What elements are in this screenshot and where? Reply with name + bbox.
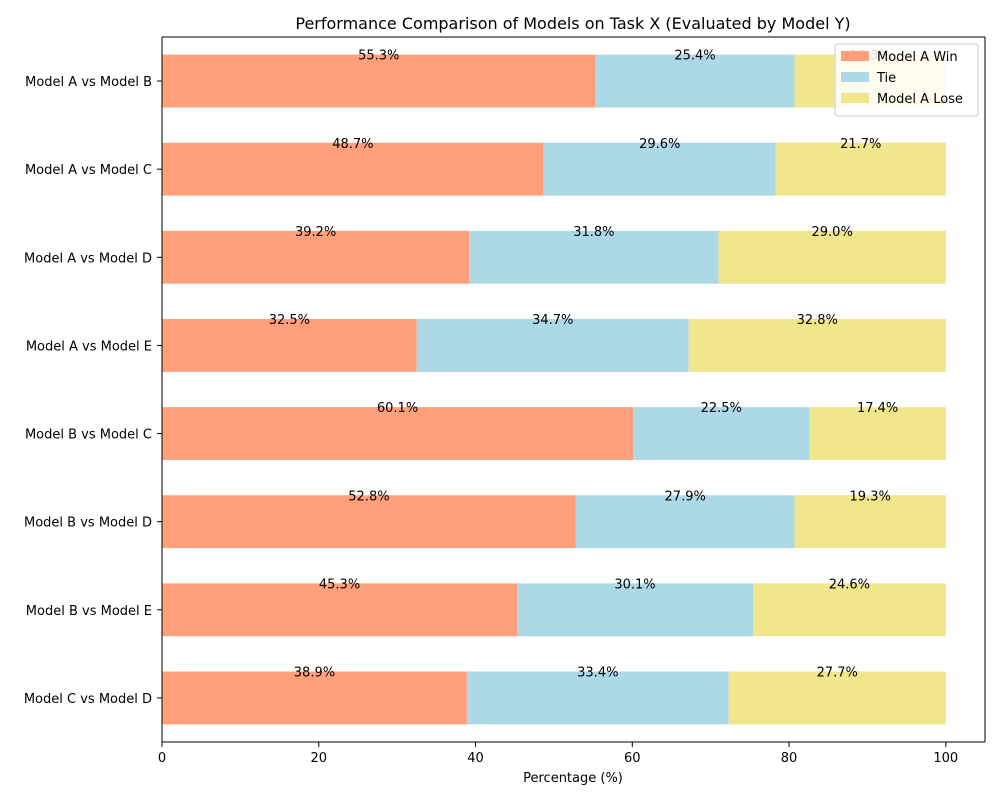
bar-model-a-lose-model-c-vs-model-d: [728, 671, 946, 725]
bar-label-tie-model-b-vs-model-c: 22.5%: [701, 401, 742, 416]
bar-label-tie-model-b-vs-model-d: 27.9%: [665, 489, 706, 504]
legend-swatch-tie: [841, 72, 869, 82]
legend: Model A Win Tie Model A Lose: [834, 43, 979, 117]
y-tick-label: Model B vs Model E: [26, 604, 152, 619]
x-tick-label: 100: [933, 751, 958, 766]
bar-label-tie-model-a-vs-model-c: 29.6%: [639, 137, 680, 152]
bar-label-model-a-win-model-b-vs-model-e: 45.3%: [319, 577, 360, 592]
x-axis-label: Percentage (%): [523, 771, 623, 786]
chart-title: Performance Comparison of Models on Task…: [295, 14, 850, 33]
bar-label-model-a-win-model-a-vs-model-c: 48.7%: [332, 137, 373, 152]
bar-label-model-a-lose-model-b-vs-model-c: 17.4%: [857, 401, 898, 416]
bar-model-a-lose-model-a-vs-model-e: [688, 319, 946, 372]
y-tick-label: Model A vs Model B: [25, 75, 152, 90]
bar-model-a-lose-model-b-vs-model-e: [752, 583, 946, 637]
bar-tie-model-b-vs-model-c: [633, 407, 810, 460]
bar-model-a-win-model-c-vs-model-d: [162, 671, 467, 725]
x-tick-label: 40: [467, 751, 484, 766]
x-tick-label: 0: [158, 751, 166, 766]
bar-model-a-win-model-a-vs-model-e: [162, 319, 417, 372]
bar-model-a-win-model-a-vs-model-d: [162, 230, 470, 284]
bar-label-tie-model-a-vs-model-d: 31.8%: [573, 225, 614, 240]
bar-label-tie-model-a-vs-model-b: 25.4%: [674, 49, 715, 64]
x-tick-label: 80: [781, 751, 798, 766]
x-tick-label: 60: [624, 751, 641, 766]
bar-tie-model-b-vs-model-d: [575, 495, 795, 549]
x-tick-label: 20: [310, 751, 327, 766]
legend-label-tie: Tie: [876, 71, 896, 86]
bar-tie-model-a-vs-model-c: [543, 142, 776, 196]
bar-label-model-a-win-model-b-vs-model-c: 60.1%: [377, 401, 418, 416]
bar-model-a-lose-model-b-vs-model-d: [794, 495, 946, 549]
bar-model-a-win-model-a-vs-model-c: [162, 142, 544, 196]
axes-layer: 0 20 40 60 80 100 Model A vs Model B Model A vs…: [24, 36, 986, 766]
bars-layer: [162, 54, 946, 725]
y-tick-label: Model B vs Model D: [24, 516, 152, 531]
bar-model-a-win-model-a-vs-model-b: [162, 54, 596, 108]
bar-label-model-a-lose-model-b-vs-model-e: 24.6%: [829, 577, 870, 592]
bar-model-a-win-model-b-vs-model-c: [162, 407, 634, 460]
bar-label-model-a-win-model-a-vs-model-b: 55.3%: [358, 49, 399, 64]
bar-tie-model-a-vs-model-d: [469, 230, 719, 284]
bar-model-a-win-model-b-vs-model-e: [162, 583, 518, 637]
bar-label-tie-model-b-vs-model-e: 30.1%: [614, 577, 655, 592]
legend-swatch-model-a-lose: [841, 93, 869, 103]
bar-label-model-a-win-model-c-vs-model-d: 38.9%: [294, 666, 335, 681]
bar-label-model-a-win-model-b-vs-model-d: 52.8%: [348, 489, 389, 504]
y-tick-label: Model A vs Model D: [24, 251, 152, 266]
legend-swatch-model-a-win: [841, 51, 869, 61]
y-tick-label: Model A vs Model C: [25, 163, 152, 178]
bar-tie-model-c-vs-model-d: [466, 671, 729, 725]
bar-label-model-a-lose-model-b-vs-model-d: 19.3%: [850, 489, 891, 504]
bar-label-model-a-lose-model-a-vs-model-c: 21.7%: [840, 137, 881, 152]
bar-model-a-win-model-b-vs-model-d: [162, 495, 576, 549]
bar-model-a-lose-model-a-vs-model-c: [775, 142, 946, 196]
bar-label-model-a-lose-model-a-vs-model-e: 32.8%: [797, 313, 838, 328]
bar-label-tie-model-c-vs-model-d: 33.4%: [577, 666, 618, 681]
bar-tie-model-a-vs-model-b: [595, 54, 795, 108]
bar-model-a-lose-model-a-vs-model-d: [718, 230, 946, 284]
y-tick-label: Model C vs Model D: [24, 692, 152, 707]
legend-box: [834, 43, 979, 117]
legend-label-model-a-win: Model A Win: [877, 50, 958, 65]
bar-label-model-a-win-model-a-vs-model-d: 39.2%: [295, 225, 336, 240]
bar-tie-model-b-vs-model-e: [517, 583, 753, 637]
bar-label-model-a-win-model-a-vs-model-e: 32.5%: [269, 313, 310, 328]
y-tick-label: Model B vs Model C: [25, 428, 152, 443]
bar-label-model-a-lose-model-a-vs-model-d: 29.0%: [812, 225, 853, 240]
bar-model-a-lose-model-b-vs-model-c: [809, 407, 946, 460]
bar-tie-model-a-vs-model-e: [416, 319, 689, 372]
bar-label-model-a-lose-model-c-vs-model-d: 27.7%: [817, 666, 858, 681]
y-tick-label: Model A vs Model E: [26, 339, 152, 354]
bar-label-tie-model-a-vs-model-e: 34.7%: [532, 313, 573, 328]
legend-label-model-a-lose: Model A Lose: [877, 92, 963, 107]
